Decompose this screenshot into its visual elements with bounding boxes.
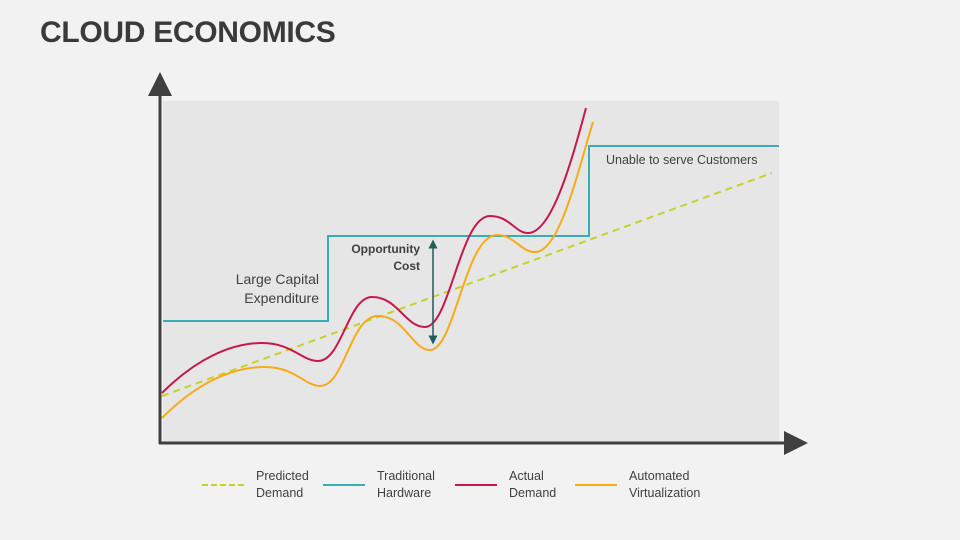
legend-swatch [202,484,244,486]
legend-swatch [455,484,497,486]
page-title: CLOUD ECONOMICS [40,16,336,49]
legend-label: Virtualization [629,486,701,500]
large-capex-label: Large Capital Expenditure [220,270,319,308]
opportunity-cost-line1: Opportunity [351,242,420,256]
opportunity-cost-label: Opportunity Cost [330,241,420,275]
legend-label: Automated [629,469,690,483]
actual-demand-line [161,107,587,394]
legend-label: Hardware [377,486,432,500]
legend-label: Demand [256,486,304,500]
legend-label: Predicted [256,469,309,483]
large-capex-line2: Expenditure [244,290,319,306]
legend-actual-demand: Actual Demand [455,468,556,502]
legend-swatch [575,484,617,486]
legend-automated-virtualization: Automated Virtualization [575,468,700,502]
traditional-hardware-line [163,145,779,322]
legend-label: Actual [509,469,544,483]
legend-label: Demand [509,486,557,500]
unable-label: Unable to serve Customers [606,153,758,167]
legend-swatch [323,484,365,486]
plot-area [163,101,779,442]
legend-label: Traditional [377,469,435,483]
automated-virtualization-line [161,121,594,419]
legend-traditional-hardware: Traditional Hardware [323,468,435,502]
opportunity-cost-line2: Cost [393,259,420,273]
legend-predicted-demand: Predicted Demand [202,468,309,502]
large-capex-line1: Large Capital [235,271,319,287]
predicted-demand-line [161,172,773,397]
